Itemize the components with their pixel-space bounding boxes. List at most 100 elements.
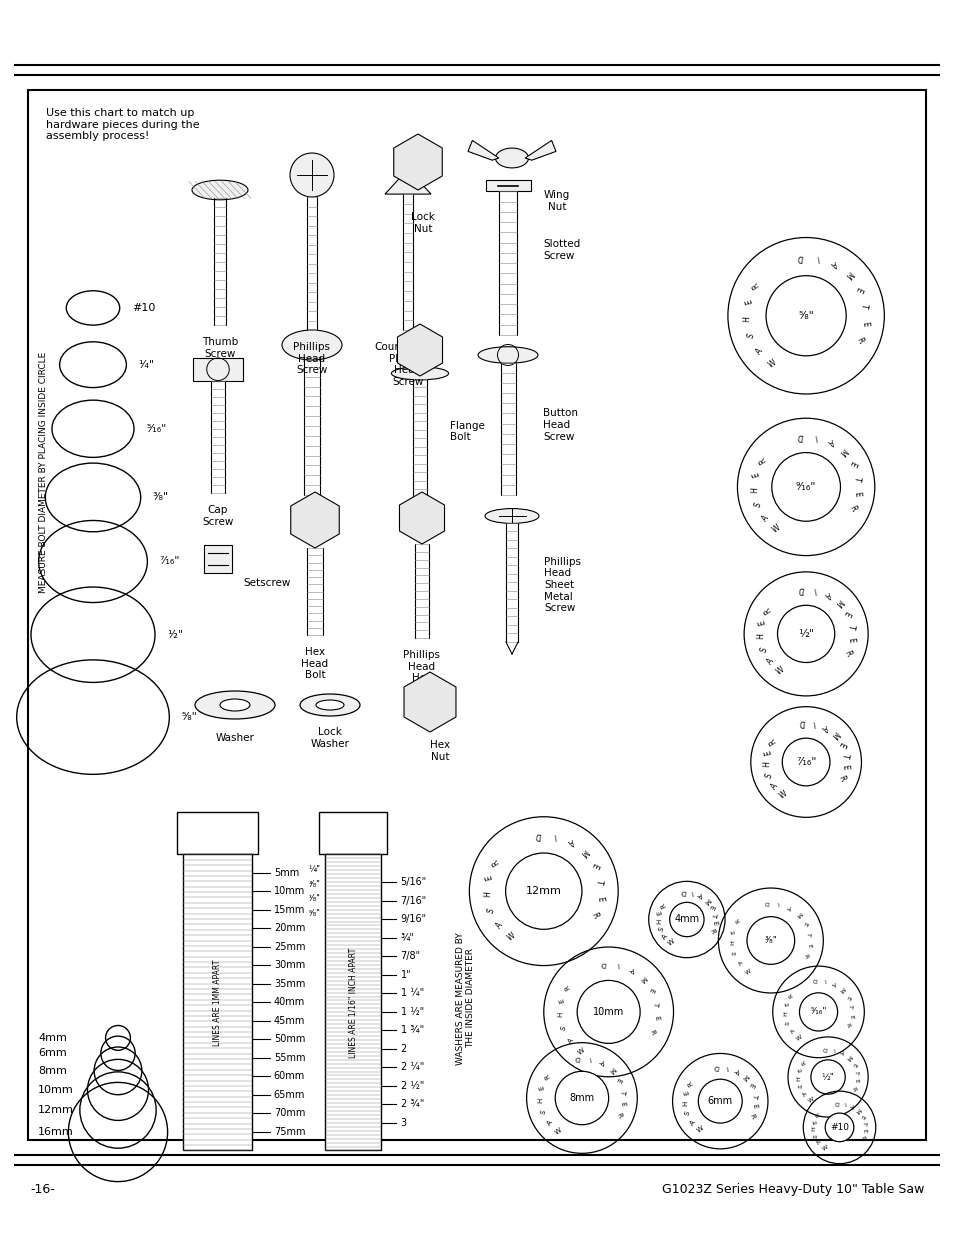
Text: E: E	[841, 609, 851, 618]
Text: I: I	[813, 432, 817, 441]
Text: A: A	[816, 1140, 821, 1146]
Bar	[485, 180, 530, 191]
Text: A: A	[565, 836, 575, 847]
Text: E: E	[852, 490, 862, 496]
Text: 70mm: 70mm	[274, 1109, 305, 1119]
Text: I: I	[724, 1063, 728, 1070]
Text: 50mm: 50mm	[274, 1035, 305, 1045]
Text: 55mm: 55mm	[274, 1053, 305, 1063]
Text: ¹⁄₄": ¹⁄₄"	[138, 359, 154, 369]
Text: R: R	[659, 902, 666, 909]
Circle shape	[777, 605, 834, 662]
Text: S: S	[784, 1020, 790, 1026]
Circle shape	[290, 153, 334, 198]
Text: R: R	[801, 953, 808, 960]
Text: E: E	[710, 920, 717, 926]
Text: E: E	[853, 285, 863, 293]
Text: E: E	[750, 471, 760, 478]
Circle shape	[765, 275, 845, 356]
Text: W: W	[505, 931, 517, 944]
Text: S: S	[798, 1084, 803, 1089]
Text: D: D	[811, 977, 817, 982]
Text: W: W	[576, 1047, 585, 1056]
Text: D: D	[680, 889, 686, 895]
Text: H: H	[811, 1126, 816, 1131]
Text: M: M	[701, 895, 710, 904]
Text: R: R	[589, 910, 599, 919]
Text: 10mm: 10mm	[38, 1084, 73, 1095]
Text: A: A	[838, 1049, 843, 1055]
Text: Flange
Bolt: Flange Bolt	[450, 421, 484, 442]
Text: M: M	[853, 1107, 861, 1114]
Text: ¼": ¼"	[308, 864, 320, 873]
Text: 25mm: 25mm	[274, 942, 305, 952]
Text: A: A	[754, 347, 763, 357]
Ellipse shape	[282, 330, 341, 359]
Circle shape	[669, 903, 703, 936]
Bar	[183, 855, 252, 1151]
Circle shape	[505, 853, 581, 929]
Text: T: T	[847, 1004, 852, 1009]
Polygon shape	[525, 141, 556, 161]
Text: S: S	[758, 646, 768, 653]
Text: Phillips
Head
Sheet
Metal
Screw: Phillips Head Sheet Metal Screw	[543, 557, 580, 614]
Circle shape	[746, 916, 794, 965]
Text: E: E	[757, 619, 766, 626]
Bar	[318, 813, 387, 855]
Text: S: S	[559, 1025, 566, 1031]
Text: H: H	[729, 940, 735, 945]
Text: H: H	[761, 761, 770, 767]
Text: ¹⁄₈": ¹⁄₈"	[308, 894, 320, 903]
Text: Phillips
Head
Hex
Bolt: Phillips Head Hex Bolt	[403, 650, 440, 695]
Text: ½": ½"	[821, 1072, 834, 1082]
Text: A: A	[764, 657, 775, 667]
Text: 16mm: 16mm	[38, 1128, 73, 1137]
Text: W: W	[770, 524, 781, 535]
Text: M: M	[578, 846, 589, 857]
Text: E: E	[797, 1067, 802, 1072]
Text: D: D	[574, 1053, 579, 1061]
Text: #10: #10	[132, 303, 155, 312]
Text: R: R	[800, 1058, 806, 1065]
Text: A: A	[829, 258, 838, 269]
Text: E: E	[783, 1002, 789, 1007]
Text: I: I	[812, 585, 816, 594]
Text: R: R	[814, 1112, 821, 1118]
Text: R: R	[766, 736, 777, 746]
Text: ⁵⁄₈": ⁵⁄₈"	[798, 311, 813, 321]
Text: 10mm: 10mm	[274, 887, 305, 897]
Text: D: D	[713, 1063, 719, 1070]
Text: A: A	[627, 966, 635, 973]
Circle shape	[555, 1071, 608, 1125]
Text: E: E	[743, 298, 753, 305]
Text: A: A	[830, 981, 836, 987]
Text: 2: 2	[400, 1044, 407, 1053]
Text: W: W	[795, 1035, 803, 1042]
Text: ³⁄₈": ³⁄₈"	[152, 493, 169, 503]
Text: 4mm: 4mm	[674, 914, 699, 925]
Text: 10mm: 10mm	[593, 1007, 623, 1016]
Text: 12mm: 12mm	[525, 887, 561, 897]
Text: S: S	[657, 926, 664, 932]
Text: E: E	[845, 637, 855, 643]
Text: E: E	[811, 1119, 817, 1124]
Text: T: T	[751, 1093, 757, 1098]
Text: E: E	[682, 1089, 689, 1095]
Text: R: R	[750, 280, 760, 289]
Text: S: S	[745, 332, 755, 340]
Text: T: T	[594, 878, 603, 884]
Text: M: M	[844, 1053, 851, 1061]
Text: A: A	[737, 961, 743, 967]
Text: M: M	[837, 446, 847, 457]
Text: A: A	[494, 921, 504, 930]
Text: E: E	[840, 764, 849, 771]
Text: ½": ½"	[798, 629, 813, 638]
Text: D: D	[798, 718, 804, 727]
Text: ⁷⁄₁₆": ⁷⁄₁₆"	[159, 557, 180, 567]
Text: E: E	[594, 895, 603, 902]
Bar	[176, 813, 257, 855]
Text: ⁹⁄₁₆": ⁹⁄₁₆"	[795, 482, 816, 492]
Text: W: W	[821, 1145, 828, 1152]
Ellipse shape	[477, 347, 537, 363]
Text: MEASURE BOLT DIAMETER BY PLACING INSIDE CIRCLE: MEASURE BOLT DIAMETER BY PLACING INSIDE …	[38, 352, 48, 593]
